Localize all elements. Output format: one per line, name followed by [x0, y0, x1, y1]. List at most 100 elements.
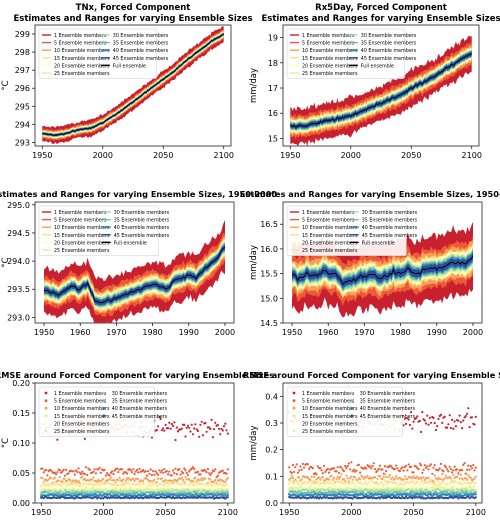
p6-point-5-ensemble-members	[315, 473, 318, 476]
p6-point-5-ensemble-members	[316, 465, 319, 468]
p5-point-5-ensemble-members	[205, 471, 208, 474]
p5-legend-marker	[44, 414, 48, 418]
p6-point-1-ensemble-members	[470, 416, 474, 419]
p6-point-20-ensemble-members	[315, 485, 318, 488]
p5-point-30-ensemble-members	[63, 488, 66, 491]
p4-xtick-label: 1950	[282, 328, 302, 337]
p6-point-1-ensemble-members	[461, 427, 464, 430]
p6-point-10-ensemble-members	[442, 478, 445, 481]
p5-point-20-ensemble-members	[55, 486, 58, 489]
p5-point-30-ensemble-members	[198, 489, 201, 492]
p5-point-5-ensemble-members	[86, 473, 89, 476]
p6-ytick-label: 0.2	[265, 446, 278, 455]
p6-point-15-ensemble-members	[340, 480, 343, 483]
p3-band-30-ensemble-members	[44, 241, 225, 308]
p1-ylabel: °C	[1, 80, 11, 90]
p6-point-10-ensemble-members	[319, 478, 322, 481]
p2-legend-label: 25 Ensemble members	[302, 71, 358, 77]
p5-point-5-ensemble-members	[183, 467, 186, 470]
p6-point-10-ensemble-members	[347, 480, 350, 483]
p6-point-10-ensemble-members	[461, 477, 464, 480]
p6-point-15-ensemble-members	[367, 481, 370, 484]
p6-point-5-ensemble-members	[387, 465, 390, 469]
p3-ytick-label: 293.0	[7, 313, 30, 322]
p6-point-30-ensemble-members	[345, 489, 348, 492]
p6-point-5-ensemble-members	[300, 468, 303, 471]
p5-point-15-ensemble-members	[163, 483, 166, 487]
p5-legend-label: 40 Ensemble members	[112, 406, 168, 412]
p2-ytick-label: 15	[268, 134, 278, 143]
p6-point-15-ensemble-members	[336, 478, 339, 482]
p6-point-5-ensemble-members	[464, 472, 467, 475]
p6-point-40-ensemble-members	[418, 494, 421, 497]
p5-point-1-ensemble-members	[211, 436, 214, 439]
p6-point-30-ensemble-members	[411, 489, 414, 492]
p6-point-35-ensemble-members	[443, 490, 446, 493]
p4-legend-label: 45 Ensemble members	[362, 233, 418, 239]
p6-point-5-ensemble-members	[405, 464, 408, 467]
p6-point-20-ensemble-members	[367, 485, 370, 488]
p5-point-10-ensemble-members	[92, 476, 95, 479]
p6-legend-label: 1 Ensemble members	[302, 391, 355, 397]
p5-point-15-ensemble-members	[123, 483, 126, 486]
p2-subtitle: Estimates and Ranges for varying Ensembl…	[261, 14, 500, 24]
p1-legend-box	[38, 28, 157, 79]
p5-point-40-ensemble-members	[204, 494, 207, 498]
p5-point-10-ensemble-members	[133, 479, 136, 482]
p1-ytick-label: 296	[15, 84, 30, 93]
p5-point-15-ensemble-members	[225, 482, 228, 485]
p6-point-10-ensemble-members	[291, 476, 294, 480]
p6-point-1-ensemble-members	[467, 407, 470, 410]
p6-point-10-ensemble-members	[402, 478, 405, 481]
p5-point-15-ensemble-members	[209, 482, 212, 485]
p5-point-10-ensemble-members	[102, 477, 105, 480]
p5-point-10-ensemble-members	[68, 478, 71, 481]
p6-point-15-ensemble-members	[288, 483, 291, 486]
p5-point-5-ensemble-members	[138, 467, 141, 470]
p6-legend-marker	[292, 406, 296, 410]
p5-point-1-ensemble-members	[204, 421, 207, 425]
p6-point-20-ensemble-members	[375, 484, 378, 487]
p6-ytick-label: 0.4	[265, 392, 278, 401]
p2-ytick-label: 19	[268, 34, 278, 43]
p6-point-5-ensemble-members	[290, 471, 293, 475]
p5-point-15-ensemble-members	[117, 483, 120, 486]
p5-point-5-ensemble-members	[193, 467, 196, 470]
p6-point-15-ensemble-members	[308, 480, 311, 483]
p3-ytick-label: 294.0	[7, 257, 30, 266]
p6-point-5-ensemble-members	[439, 462, 443, 465]
p6-point-5-ensemble-members	[407, 463, 410, 466]
p6-legend-marker	[292, 429, 296, 433]
p5-point-5-ensemble-members	[185, 471, 188, 475]
p5-point-1-ensemble-members	[221, 429, 224, 432]
p6-point-35-ensemble-members	[396, 491, 399, 494]
p6-point-10-ensemble-members	[336, 475, 339, 478]
p6-point-5-ensemble-members	[432, 466, 435, 469]
p4-plot-frame	[282, 201, 483, 324]
p5-point-1-ensemble-members	[163, 429, 166, 432]
p5-point-20-ensemble-members	[226, 484, 229, 487]
p6-point-5-ensemble-members	[466, 468, 469, 471]
p6-point-10-ensemble-members	[416, 475, 419, 478]
p4-ytick-label: 16.0	[260, 245, 278, 254]
p6-point-10-ensemble-members	[330, 474, 333, 477]
p6-point-5-ensemble-members	[337, 471, 341, 474]
p3-xtick-label: 1990	[179, 328, 199, 337]
p1-band-5-ensemble-members	[42, 28, 224, 141]
p6-point-5-ensemble-members	[410, 465, 413, 468]
p5-point-10-ensemble-members	[96, 480, 99, 483]
p6-point-10-ensemble-members	[310, 475, 313, 478]
p5-point-20-ensemble-members	[203, 484, 206, 487]
p5-point-1-ensemble-members	[176, 430, 180, 433]
p5-point-1-ensemble-members	[210, 418, 213, 421]
p5-legend-marker	[102, 406, 106, 410]
p5-point-5-ensemble-members	[125, 472, 129, 475]
p6-point-1-ensemble-members	[441, 421, 444, 424]
p5-ytick-label: 0.00	[12, 499, 30, 508]
p6-point-35-ensemble-members	[393, 490, 396, 493]
p6-point-10-ensemble-members	[427, 477, 430, 480]
p6-point-5-ensemble-members	[447, 470, 450, 473]
p6-point-10-ensemble-members	[381, 477, 384, 481]
p1-full-ensemble-line	[42, 33, 224, 136]
p5-point-35-ensemble-members	[45, 491, 48, 494]
